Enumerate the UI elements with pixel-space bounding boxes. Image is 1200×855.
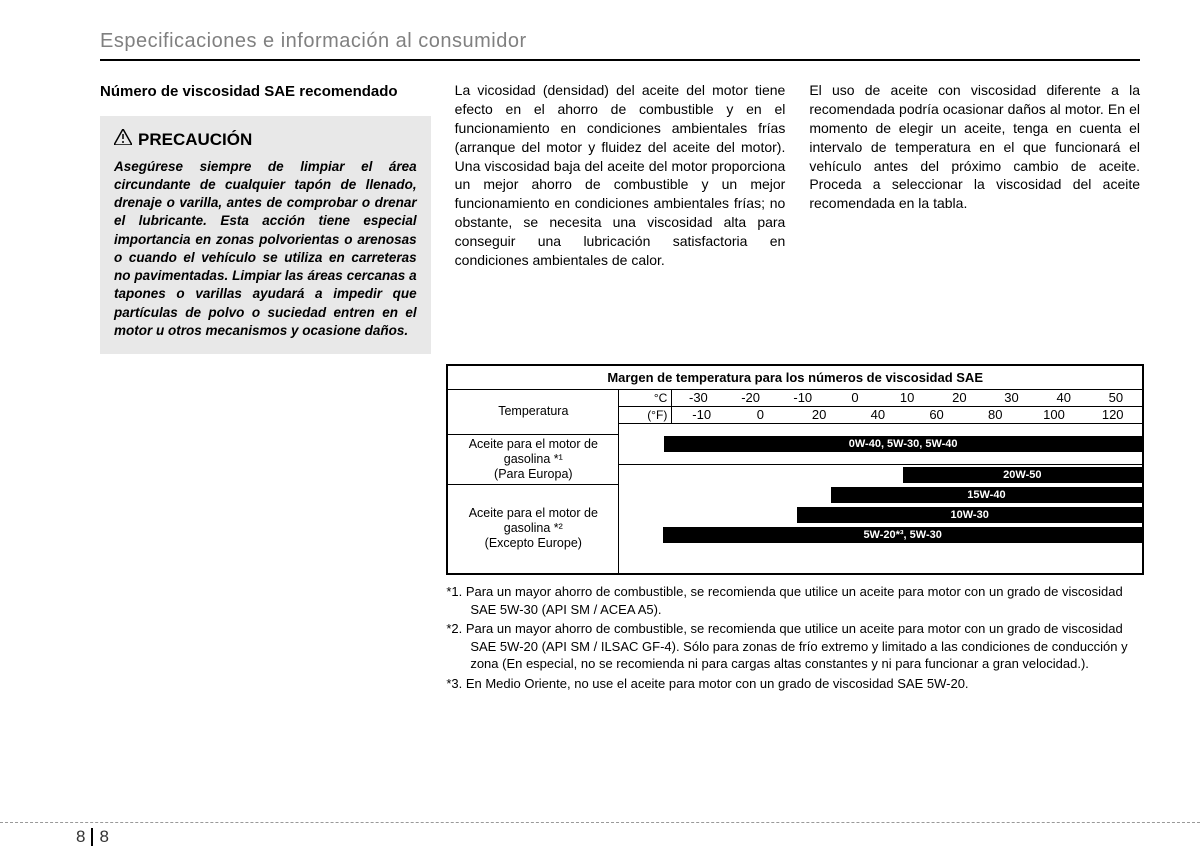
- ticks-fahrenheit: -10020406080100120: [672, 407, 1142, 423]
- chart-region: Margen de temperatura para los números d…: [446, 364, 1140, 692]
- axis-fahrenheit: (°F) -10020406080100120: [619, 407, 1142, 424]
- tick-f: 100: [1025, 407, 1084, 423]
- caution-box: PRECAUCIÓN Asegúrese siempre de limpiar …: [100, 116, 431, 354]
- tick-f: -10: [672, 407, 731, 423]
- page-footer: 8 8: [0, 822, 1200, 847]
- chart-row-labels: Temperatura Aceite para el motor de gaso…: [448, 390, 619, 573]
- row2-label: Aceite para el motor de gasolina *² (Exc…: [448, 485, 618, 573]
- oil-bar: 0W-40, 5W-30, 5W-40: [664, 436, 1142, 452]
- page-num-separator: [91, 828, 93, 846]
- column-3: El uso de aceite con viscosidad diferent…: [809, 81, 1140, 354]
- tick-c: -10: [777, 390, 829, 406]
- oil-bar: 15W-40: [831, 487, 1142, 503]
- footnote-1: *1. Para un mayor ahorro de combustible,…: [470, 583, 1140, 618]
- page-number: 8 8: [76, 827, 1200, 847]
- unit-f: (°F): [619, 407, 672, 423]
- oil-bar: 5W-20*³, 5W-30: [663, 527, 1142, 543]
- caution-text: Asegúrese siempre de limpiar el área cir…: [114, 158, 417, 340]
- tick-c: 0: [829, 390, 881, 406]
- viscosity-paragraph-2: El uso de aceite con viscosidad diferent…: [809, 81, 1140, 213]
- temperature-label: Temperatura: [448, 390, 618, 435]
- chart-title: Margen de temperatura para los números d…: [448, 366, 1142, 390]
- tick-c: 10: [881, 390, 933, 406]
- tick-f: 0: [731, 407, 790, 423]
- tick-f: 40: [848, 407, 907, 423]
- chart-body: Temperatura Aceite para el motor de gaso…: [448, 390, 1142, 573]
- page: Especificaciones e información al consum…: [0, 0, 1200, 830]
- bars-row-1: 0W-40, 5W-30, 5W-40: [619, 424, 1142, 465]
- header-rule: [100, 59, 1140, 61]
- tick-f: 60: [907, 407, 966, 423]
- section-header: Especificaciones e información al consum…: [100, 30, 1140, 53]
- sae-subheading: Número de viscosidad SAE recomendado: [100, 81, 431, 102]
- tick-c: 30: [985, 390, 1037, 406]
- page-num-right: 8: [99, 827, 108, 847]
- viscosity-paragraph-1: La vicosidad (densidad) del aceite del m…: [455, 81, 786, 270]
- oil-bar: 20W-50: [903, 467, 1142, 483]
- tick-c: 20: [933, 390, 985, 406]
- row1-label: Aceite para el motor de gasolina *¹ (Par…: [448, 435, 618, 485]
- footnote-3: *3. En Medio Oriente, no use el aceite p…: [470, 675, 1140, 693]
- tick-c: -20: [725, 390, 777, 406]
- tick-f: 80: [966, 407, 1025, 423]
- footnote-2: *2. Para un mayor ahorro de combustible,…: [470, 620, 1140, 673]
- chart-data-area: °C -30-20-1001020304050 (°F) -1002040608…: [619, 390, 1142, 573]
- column-1: Número de viscosidad SAE recomendado PRE…: [100, 81, 431, 354]
- warning-icon: [114, 128, 132, 152]
- caution-label: PRECAUCIÓN: [138, 128, 252, 152]
- ticks-celsius: -30-20-1001020304050: [672, 390, 1142, 406]
- three-column-layout: Número de viscosidad SAE recomendado PRE…: [100, 81, 1140, 354]
- page-num-left: 8: [76, 827, 85, 847]
- tick-c: 50: [1090, 390, 1142, 406]
- tick-f: 120: [1083, 407, 1142, 423]
- caution-title: PRECAUCIÓN: [114, 128, 417, 152]
- footnotes: *1. Para un mayor ahorro de combustible,…: [446, 583, 1140, 692]
- sae-viscosity-chart: Margen de temperatura para los números d…: [446, 364, 1144, 575]
- tick-c: 40: [1038, 390, 1090, 406]
- unit-c: °C: [619, 390, 672, 406]
- axis-celsius: °C -30-20-1001020304050: [619, 390, 1142, 407]
- tick-c: -30: [672, 390, 724, 406]
- oil-bar: 10W-30: [797, 507, 1142, 523]
- tick-f: 20: [790, 407, 849, 423]
- column-2: La vicosidad (densidad) del aceite del m…: [455, 81, 786, 354]
- bars-row-2: 20W-50 15W-40 10W-30 5W-20*³, 5W-30: [619, 465, 1142, 549]
